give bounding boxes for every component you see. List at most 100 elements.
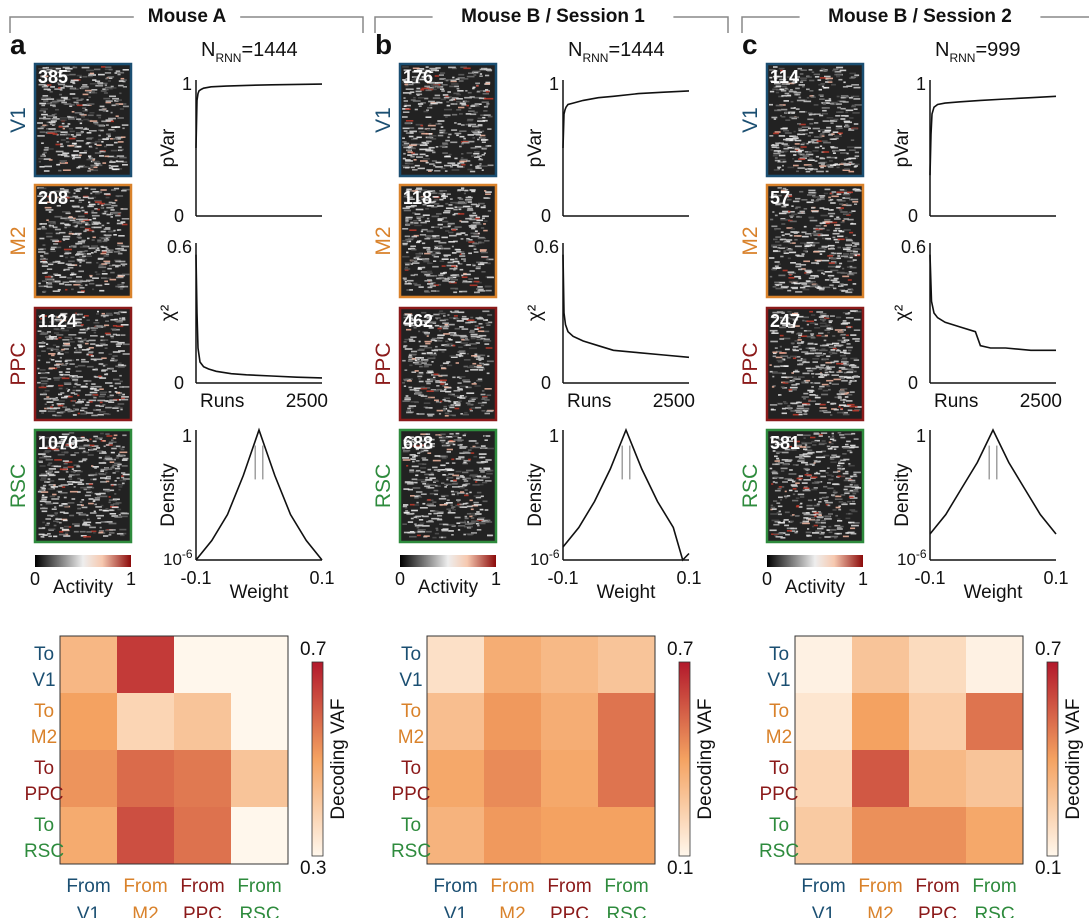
y-tick-label: 1	[916, 426, 926, 446]
row-label: RSC	[759, 841, 799, 862]
col-label: M2	[499, 904, 525, 918]
colorbar-min: 0	[395, 569, 405, 589]
plot-a-0: pVar 0 1	[158, 74, 323, 226]
activity-map-border	[765, 183, 865, 299]
plot-b-1: χ² 0 0.6 Runs 2500	[525, 237, 695, 412]
series-line	[562, 254, 690, 359]
panel-header: Mouse B / Session 2	[828, 6, 1012, 27]
row-label-prefix: To	[769, 815, 789, 836]
x-tick-label: 0.1	[1043, 568, 1068, 588]
activity-map-border	[398, 183, 498, 299]
col-label-prefix: From	[237, 876, 281, 897]
y-tick-label: 0	[174, 206, 184, 226]
neuron-count: 688	[403, 433, 433, 453]
col-label: RSC	[974, 904, 1014, 918]
row-label-prefix: To	[401, 758, 421, 779]
row-label-prefix: To	[769, 758, 789, 779]
heatmap-cell	[231, 636, 289, 694]
plot-c-2: Density 10-6 1 -0.1 0.1 Weight	[892, 426, 1069, 603]
y-tick-label: 0	[541, 206, 551, 226]
vaf-colorbar-min: 0.1	[667, 858, 693, 879]
plot-b-2: Density 10-6 1 -0.1 0.1 Weight	[525, 426, 702, 603]
series-line	[929, 254, 1056, 352]
activity-colorbar	[400, 555, 496, 567]
heatmap-cell	[427, 693, 485, 751]
colorbar-label: Activity	[53, 577, 114, 598]
region-label: RSC	[7, 464, 30, 508]
colorbar-max: 1	[491, 569, 501, 589]
heatmap-cell	[966, 693, 1024, 751]
y-axis-label: χ²	[892, 305, 913, 321]
x-axis-label: Runs	[934, 391, 978, 412]
heatmap-cell	[541, 750, 599, 808]
row-label-prefix: To	[34, 701, 54, 722]
row-label-prefix: To	[401, 815, 421, 836]
activity-map-border	[398, 306, 498, 422]
region-label: V1	[7, 107, 30, 133]
row-label-prefix: To	[769, 701, 789, 722]
heatmap-cell	[909, 750, 967, 808]
y-axis-label: pVar	[892, 128, 913, 167]
y-axis-label: χ²	[525, 305, 546, 321]
heatmap-cell	[598, 693, 656, 751]
y-tick-label: 0.6	[534, 237, 559, 257]
heatmap-cell	[174, 636, 232, 694]
heatmap-cell	[427, 807, 485, 865]
heatmap-cell	[60, 807, 118, 865]
col-label: PPC	[183, 904, 222, 918]
row-label-prefix: To	[34, 815, 54, 836]
heatmap-cell	[541, 636, 599, 694]
heatmap-cell	[966, 750, 1024, 808]
col-label-prefix: From	[801, 876, 845, 897]
col-label: V1	[812, 904, 835, 918]
panel-b: Mouse B / Session 1 b 176 V1 118 M2 462 PPC 688 R…	[372, 6, 729, 598]
y-axis-label: χ²	[158, 305, 179, 321]
heatmap-cell	[117, 693, 175, 751]
plot-a-2: Density 10-6 1 -0.1 0.1 Weight	[158, 426, 335, 603]
neuron-count: 581	[770, 433, 800, 453]
row-label: M2	[398, 727, 424, 748]
x-tick-label: -0.1	[914, 568, 945, 588]
heatmap-cell	[231, 693, 289, 751]
row-label-prefix: To	[401, 701, 421, 722]
series-line	[562, 90, 690, 149]
row-label: M2	[31, 727, 57, 748]
heatmap-cell	[231, 807, 289, 865]
region-label: RSC	[372, 464, 395, 508]
y-axis-label: Density	[525, 463, 546, 527]
plot-c-1: χ² 0 0.6 Runs 2500	[892, 237, 1062, 412]
heatmap-cell	[174, 750, 232, 808]
x-tick-label: 0.1	[676, 568, 701, 588]
header-bracket-left	[9, 16, 134, 33]
activity-map-border	[33, 183, 133, 299]
col-label-prefix: From	[972, 876, 1016, 897]
vaf-colorbar	[1046, 661, 1059, 857]
neuron-count: 208	[38, 188, 68, 208]
vaf-colorbar-min: 0.3	[300, 858, 326, 879]
y-tick-label: 0.6	[901, 237, 926, 257]
neuron-count: 385	[38, 67, 68, 87]
y-tick-label: 0	[908, 373, 918, 393]
x-tick-label: -0.1	[547, 568, 578, 588]
series-line	[929, 428, 1057, 535]
panel-letter: a	[10, 29, 26, 60]
col-label-prefix: From	[180, 876, 224, 897]
heatmap-c: ToV1ToM2ToPPCToRSCFromV1FromM2FromPPCFro…	[759, 635, 1084, 918]
heatmap-cell	[174, 807, 232, 865]
neuron-count: 176	[403, 67, 433, 87]
heatmap-cell	[484, 693, 542, 751]
activity-map-border	[398, 428, 498, 544]
vaf-colorbar-label: Decoding VAF	[695, 698, 716, 819]
neuron-count: 118	[403, 188, 432, 208]
y-tick-label: 10-6	[163, 547, 193, 569]
y-tick-label: 10-6	[530, 547, 560, 569]
row-label: PPC	[391, 784, 430, 805]
vaf-colorbar-min: 0.1	[1035, 858, 1061, 879]
activity-colorbar	[767, 555, 863, 567]
header-bracket-left	[374, 16, 433, 33]
activity-map-border	[765, 306, 865, 422]
row-label: M2	[766, 727, 792, 748]
col-label-prefix: From	[490, 876, 534, 897]
neuron-count: 247	[770, 311, 800, 331]
